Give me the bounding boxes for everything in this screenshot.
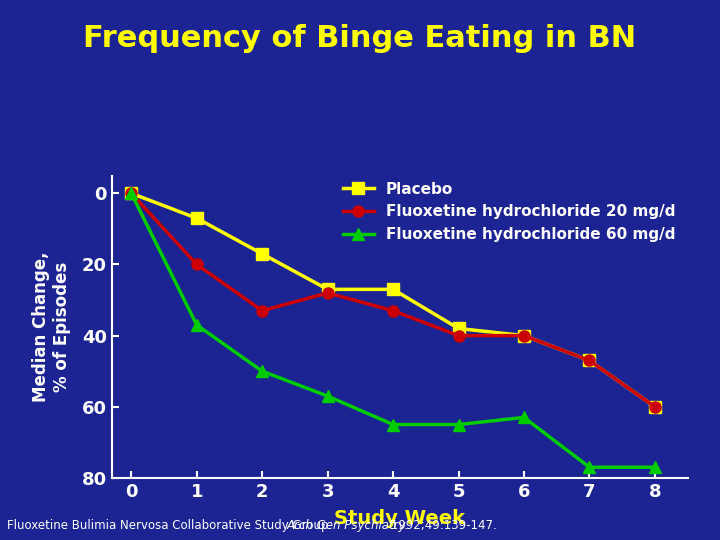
Text: 1992;49:139-147.: 1992;49:139-147. <box>387 519 496 532</box>
Y-axis label: Median Change,
% of Episodes: Median Change, % of Episodes <box>32 252 71 402</box>
X-axis label: Study Week: Study Week <box>334 509 465 528</box>
Text: Frequency of Binge Eating in BN: Frequency of Binge Eating in BN <box>84 24 636 53</box>
Legend: Placebo, Fluoxetine hydrochloride 20 mg/d, Fluoxetine hydrochloride 60 mg/d: Placebo, Fluoxetine hydrochloride 20 mg/… <box>338 177 680 247</box>
Text: Arch Gen Psychiatry.: Arch Gen Psychiatry. <box>287 519 409 532</box>
Text: Fluoxetine Bulimia Nervosa Collaborative Study Group.: Fluoxetine Bulimia Nervosa Collaborative… <box>7 519 336 532</box>
